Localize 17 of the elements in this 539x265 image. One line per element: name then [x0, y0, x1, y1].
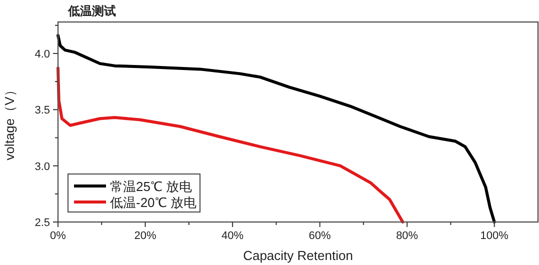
legend-label: 低温-20℃ 放电	[110, 195, 196, 210]
y-tick-label: 3.5	[34, 104, 50, 117]
line-series	[56, 34, 496, 224]
x-tick-label: 60%	[308, 230, 332, 242]
y-axis-title: voltage（V）	[2, 84, 17, 160]
x-tick-label: 100%	[480, 230, 509, 242]
x-tick-label: 20%	[134, 230, 156, 242]
x-axis-title: Capacity Retention	[243, 248, 353, 263]
legend-label: 常温25℃ 放电	[110, 179, 192, 194]
chart-title: 低温测试	[67, 4, 116, 18]
x-tick-label: 80%	[396, 230, 418, 242]
y-tick-label: 3.0	[34, 160, 50, 173]
y-tick-label: 2.5	[34, 217, 50, 229]
y-tick-label: 4.0	[34, 48, 50, 60]
x-tick-label: 40%	[222, 230, 244, 242]
line-series	[56, 66, 404, 224]
x-tick-label: 0%	[50, 230, 66, 242]
